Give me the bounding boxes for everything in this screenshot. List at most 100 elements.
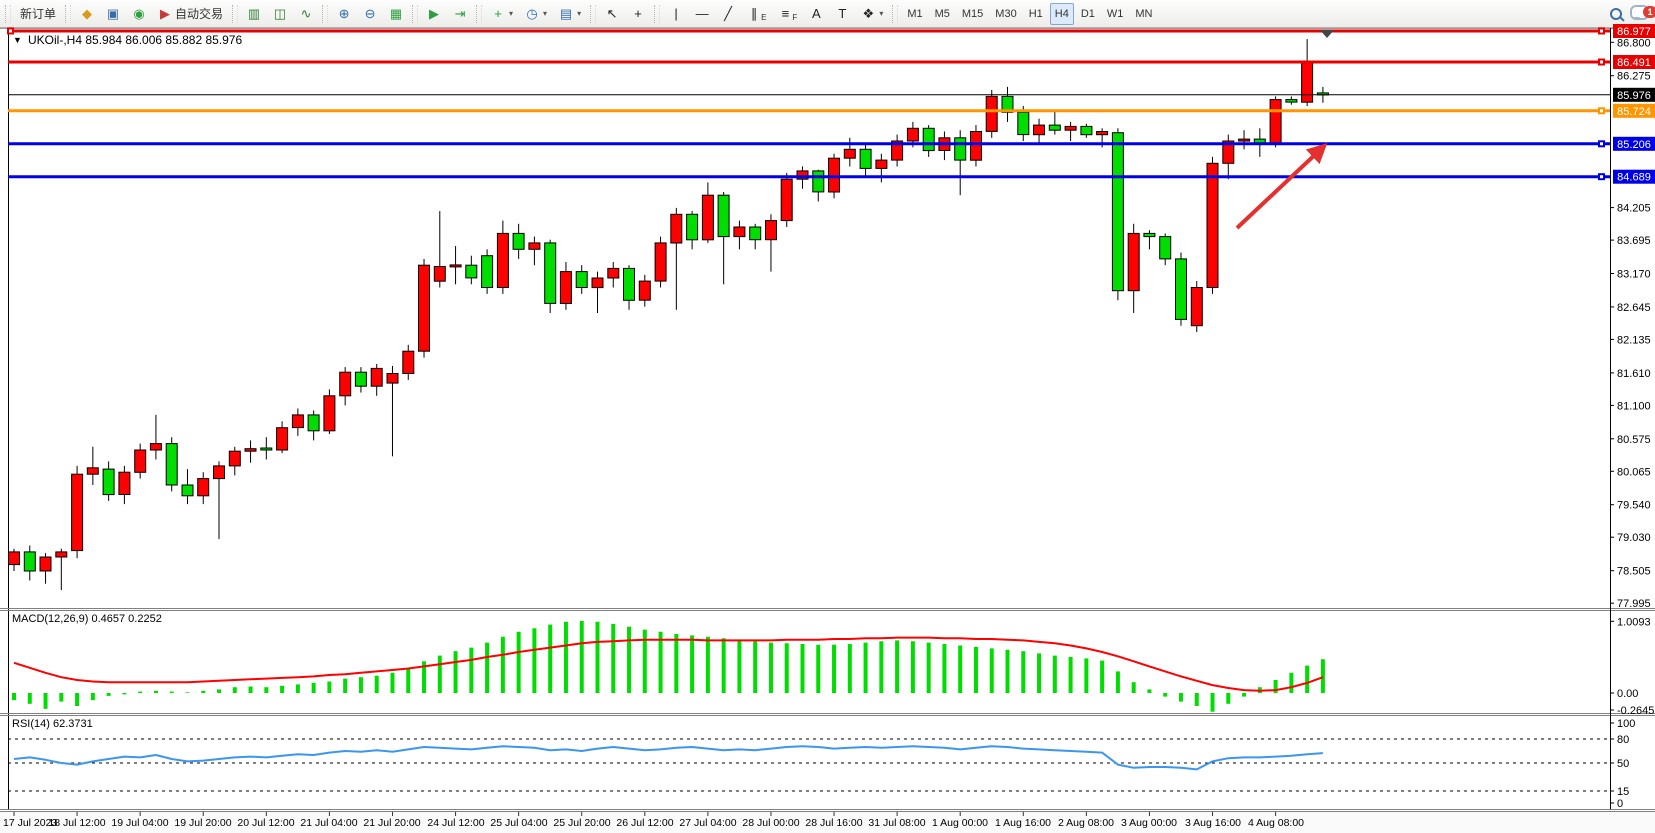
rsi-panel: RSI(14) 62.3731 bbox=[8, 718, 1610, 792]
label-icon: T bbox=[838, 6, 847, 21]
macd-axis-label: 0.00 bbox=[1617, 688, 1638, 700]
candle bbox=[512, 232, 525, 250]
timeframe-h1[interactable]: H1 bbox=[1024, 3, 1048, 25]
chart-shift-icon[interactable]: ⇥ bbox=[448, 3, 472, 25]
timeframe-w1[interactable]: W1 bbox=[1102, 3, 1129, 25]
candle bbox=[402, 350, 415, 375]
candle bbox=[859, 148, 872, 169]
templates-icon[interactable]: ▤ ▾ bbox=[554, 3, 586, 25]
time-label: 28 Jul 16:00 bbox=[805, 817, 862, 829]
toolbar-group-grip[interactable] bbox=[322, 4, 329, 23]
market-watch-icon: ▣ bbox=[106, 6, 120, 21]
candle bbox=[418, 264, 430, 352]
price-line-label bbox=[1613, 87, 1655, 102]
candle bbox=[749, 226, 762, 241]
price-line-label bbox=[1613, 24, 1655, 38]
toolbar-group: ⊕ ⊖ ▦ bbox=[331, 0, 409, 27]
chart-header: ▼ UKOil-,H4 85.984 86.006 85.882 85.976 bbox=[13, 33, 242, 47]
candle bbox=[291, 414, 304, 429]
autotrading-button[interactable]: ▶ 自动交易 bbox=[153, 3, 228, 25]
toolbar-group-grip[interactable] bbox=[590, 4, 597, 23]
symbol-dropdown-icon[interactable]: ▼ bbox=[13, 35, 22, 45]
autotrading-icon: ▶ bbox=[160, 6, 171, 21]
crosshair-icon[interactable]: + bbox=[626, 3, 650, 25]
rsi-axis-label: 15 bbox=[1617, 786, 1629, 798]
candle bbox=[607, 267, 620, 279]
candle bbox=[465, 264, 478, 279]
icon-sub-letter: F bbox=[792, 12, 798, 22]
candle bbox=[1064, 125, 1077, 131]
bar-chart-icon[interactable]: ▥ bbox=[242, 3, 266, 25]
timeframe-mn[interactable]: MN bbox=[1130, 3, 1157, 25]
fibonacci-icon: ≡ bbox=[781, 6, 790, 21]
zoom-out-icon[interactable]: ⊖ bbox=[358, 3, 382, 25]
timeframe-m1[interactable]: M1 bbox=[902, 3, 927, 25]
time-label: 1 Aug 16:00 bbox=[995, 817, 1051, 829]
fibonacci-icon[interactable]: ≡ F bbox=[773, 3, 802, 25]
new-order-button[interactable]: 新订单 bbox=[15, 3, 61, 25]
toolbar-group-grip[interactable] bbox=[654, 4, 661, 23]
timeframe-m30[interactable]: M30 bbox=[990, 3, 1021, 25]
auto-scroll-icon[interactable]: ▶ bbox=[422, 3, 446, 25]
periods-icon[interactable]: ◷ ▾ bbox=[520, 3, 552, 25]
crosshair-icon: + bbox=[634, 6, 642, 21]
trendline-icon[interactable]: ╱ bbox=[716, 3, 740, 25]
candlestick-chart-icon[interactable]: ◫ bbox=[268, 3, 292, 25]
time-label: 27 Jul 04:00 bbox=[679, 817, 736, 829]
toolbar-group-grip[interactable] bbox=[892, 4, 899, 23]
navigator-icon[interactable]: ◉ bbox=[127, 3, 151, 25]
zoom-out-icon: ⊖ bbox=[364, 6, 376, 21]
label-icon[interactable]: T bbox=[830, 3, 854, 25]
candle bbox=[213, 465, 225, 480]
timeframe-h4[interactable]: H4 bbox=[1049, 2, 1074, 25]
candle bbox=[828, 157, 840, 193]
price-axis[interactable]: 86.800 86.275 84.205 83.695 83.170 82.645 82.1… bbox=[1610, 24, 1655, 810]
vertical-line-icon[interactable]: | bbox=[664, 3, 688, 25]
candles bbox=[8, 39, 1329, 591]
toolbar-group-grip[interactable] bbox=[5, 4, 11, 23]
toolbar-group-grip[interactable] bbox=[476, 4, 483, 23]
time-label: 19 Jul 20:00 bbox=[174, 817, 231, 829]
candle bbox=[812, 170, 825, 193]
chat-icon[interactable]: 1 bbox=[1630, 5, 1655, 23]
timeframe-m5[interactable]: M5 bbox=[930, 3, 955, 25]
toolbar-group-grip[interactable] bbox=[232, 4, 239, 23]
indicators-icon[interactable]: + ▾ bbox=[486, 3, 518, 25]
candle bbox=[638, 280, 651, 301]
toolbar-group-grip[interactable] bbox=[65, 4, 72, 23]
line-chart-icon[interactable]: ∿ bbox=[294, 3, 318, 25]
toolbar-group: ▥ ◫ ∿ bbox=[241, 0, 319, 27]
rsi-axis-label: 50 bbox=[1617, 758, 1629, 770]
timeframe-mn-label: MN bbox=[1135, 7, 1153, 20]
equidistant-channel-icon[interactable]: ∥ E bbox=[742, 3, 771, 25]
candle bbox=[481, 255, 494, 288]
arrows-icon[interactable]: ❖ ▾ bbox=[856, 3, 888, 25]
timeframe-m15-label: M15 bbox=[961, 7, 984, 20]
new-chart-icon[interactable]: ◆ bbox=[75, 3, 99, 25]
candle bbox=[733, 226, 746, 238]
trend-arrow-annotation[interactable] bbox=[1235, 143, 1328, 230]
svg-text:86.491: 86.491 bbox=[1617, 57, 1651, 69]
toolbar-group-grip[interactable] bbox=[412, 4, 419, 23]
text-icon[interactable]: A bbox=[804, 3, 828, 25]
timeframe-m15[interactable]: M15 bbox=[957, 3, 988, 25]
price-tick-label: 83.695 bbox=[1617, 235, 1651, 247]
toolbar-group: ↖ + bbox=[599, 0, 651, 27]
zoom-in-icon[interactable]: ⊕ bbox=[332, 3, 356, 25]
svg-text:85.724: 85.724 bbox=[1617, 106, 1651, 118]
cursor-icon[interactable]: ↖ bbox=[600, 3, 624, 25]
time-label: 31 Jul 08:00 bbox=[868, 817, 925, 829]
timeframe-d1[interactable]: D1 bbox=[1076, 3, 1100, 25]
macd-axis-label: -0.2645 bbox=[1617, 705, 1654, 717]
market-watch-icon[interactable]: ▣ bbox=[101, 3, 125, 25]
candle bbox=[86, 467, 99, 475]
chart-shift-marker[interactable] bbox=[1320, 30, 1334, 38]
search-icon[interactable] bbox=[1610, 8, 1622, 20]
tile-windows-icon[interactable]: ▦ bbox=[384, 3, 408, 25]
price-tick-label: 86.800 bbox=[1617, 37, 1651, 49]
candlestick-chart-icon: ◫ bbox=[273, 6, 287, 21]
horizontal-line-icon[interactable]: — bbox=[690, 3, 714, 25]
